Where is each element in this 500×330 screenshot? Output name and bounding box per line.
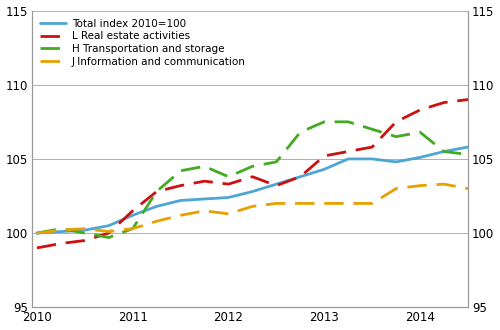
Legend: Total index 2010=100, L Real estate activities, H Transportation and storage, J : Total index 2010=100, L Real estate acti… xyxy=(38,16,248,70)
